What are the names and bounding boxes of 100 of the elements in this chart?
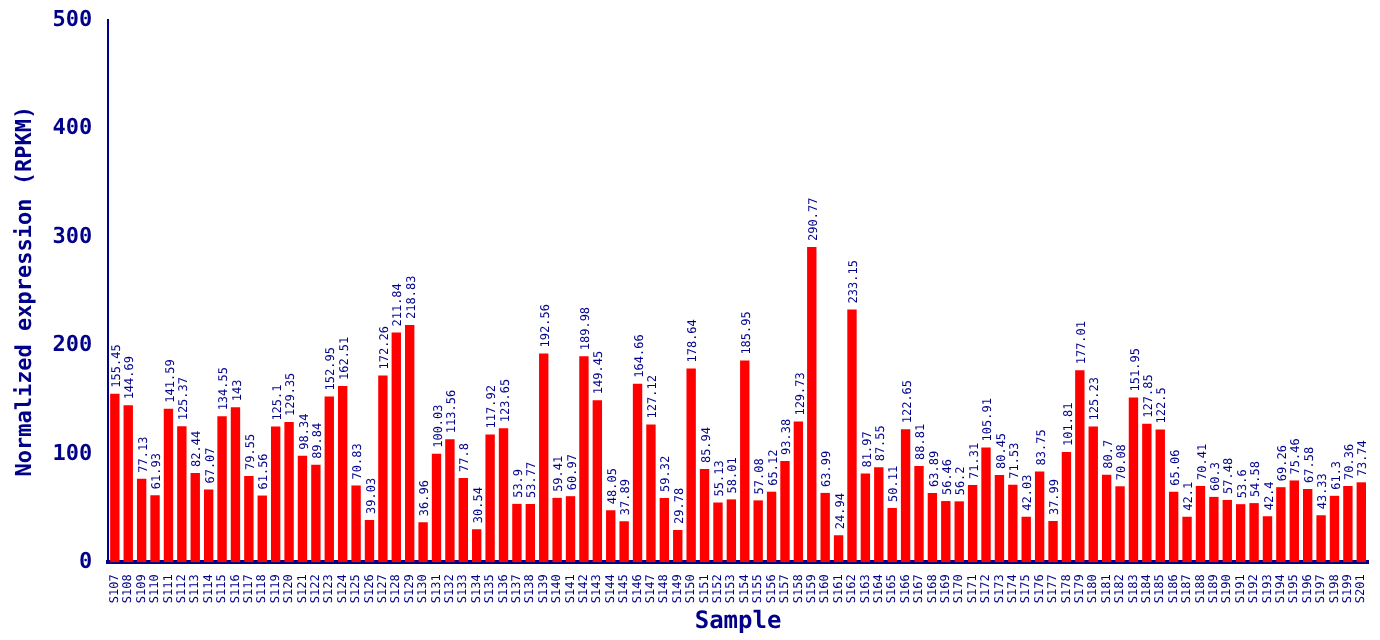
bar — [512, 503, 522, 563]
bar — [686, 368, 696, 563]
bar — [1088, 426, 1098, 563]
bar — [1356, 482, 1366, 563]
y-tick-label: 0 — [78, 548, 93, 575]
bar — [1075, 370, 1085, 563]
bar — [793, 421, 804, 563]
bar — [405, 324, 415, 563]
bar — [874, 467, 884, 563]
bar — [270, 426, 281, 563]
bar — [820, 492, 830, 563]
bar — [257, 495, 267, 563]
bar — [1115, 486, 1125, 563]
bar — [941, 501, 951, 563]
bar — [1034, 471, 1045, 563]
bar — [1128, 397, 1139, 563]
bar — [136, 478, 147, 563]
bar — [123, 405, 133, 563]
y-tick-label: 500 — [52, 5, 93, 32]
bar — [1048, 521, 1058, 563]
bar — [1329, 495, 1340, 563]
bar — [646, 424, 656, 563]
bar — [472, 529, 482, 563]
bar — [190, 472, 200, 563]
bar — [780, 461, 790, 563]
y-tick-label: 300 — [52, 222, 93, 249]
bar — [579, 356, 589, 563]
bar — [177, 426, 187, 563]
bar — [1262, 516, 1273, 563]
bar — [981, 447, 991, 563]
bar — [485, 434, 495, 563]
bar — [1316, 515, 1326, 563]
bar — [1021, 516, 1031, 563]
bar — [713, 502, 723, 563]
bar — [1343, 485, 1353, 563]
bar — [498, 428, 509, 563]
bar — [1195, 485, 1206, 563]
bar — [150, 495, 160, 563]
bar — [726, 499, 737, 563]
bar — [284, 422, 294, 563]
bar — [230, 407, 241, 563]
bar — [1061, 451, 1072, 563]
y-axis-title: Normalized expression (RPKM) — [10, 105, 37, 477]
bar — [807, 246, 817, 563]
bar — [632, 383, 643, 563]
bar — [364, 519, 375, 563]
bar — [163, 408, 174, 563]
bar — [203, 489, 214, 563]
bar — [418, 522, 428, 563]
bar — [994, 475, 1005, 563]
y-tick-label: 400 — [52, 114, 93, 141]
bar — [458, 477, 468, 563]
bar — [606, 510, 616, 563]
bar — [1182, 516, 1192, 563]
bar — [1155, 429, 1165, 563]
y-tick-label: 100 — [52, 439, 93, 466]
bar — [1168, 491, 1179, 563]
bar — [351, 485, 361, 563]
bar — [391, 332, 401, 563]
bar — [860, 473, 871, 563]
bar — [445, 439, 455, 563]
bar — [1276, 487, 1286, 563]
bar — [673, 530, 683, 563]
bar — [753, 500, 763, 563]
bar — [1222, 499, 1232, 563]
bar — [833, 535, 844, 563]
bar — [914, 465, 924, 563]
bar — [592, 400, 603, 563]
bar — [539, 353, 549, 563]
bar — [1209, 496, 1219, 563]
bar — [1008, 484, 1018, 563]
bar — [967, 484, 978, 563]
bar — [619, 521, 629, 563]
bar — [1142, 423, 1152, 563]
bar — [1249, 503, 1259, 563]
bar — [900, 429, 911, 563]
bar — [337, 386, 348, 563]
bar — [244, 476, 254, 563]
bar — [525, 503, 536, 563]
bar — [110, 393, 120, 563]
bar — [1235, 504, 1246, 563]
y-tick-label: 200 — [52, 331, 93, 358]
bar — [378, 375, 388, 563]
x-axis-title: Sample — [694, 605, 782, 634]
bar — [659, 497, 670, 563]
bar — [740, 360, 750, 563]
bar — [431, 453, 442, 563]
bar — [324, 396, 334, 563]
bar — [954, 501, 964, 563]
bar — [847, 309, 857, 563]
bar — [217, 416, 227, 563]
bar — [311, 464, 321, 563]
bar — [887, 507, 897, 563]
bar — [766, 491, 777, 563]
bar — [297, 455, 308, 563]
bar — [1303, 489, 1313, 563]
bar — [699, 469, 710, 563]
bar — [1289, 480, 1299, 563]
bar — [552, 497, 562, 563]
bar — [1101, 474, 1112, 563]
